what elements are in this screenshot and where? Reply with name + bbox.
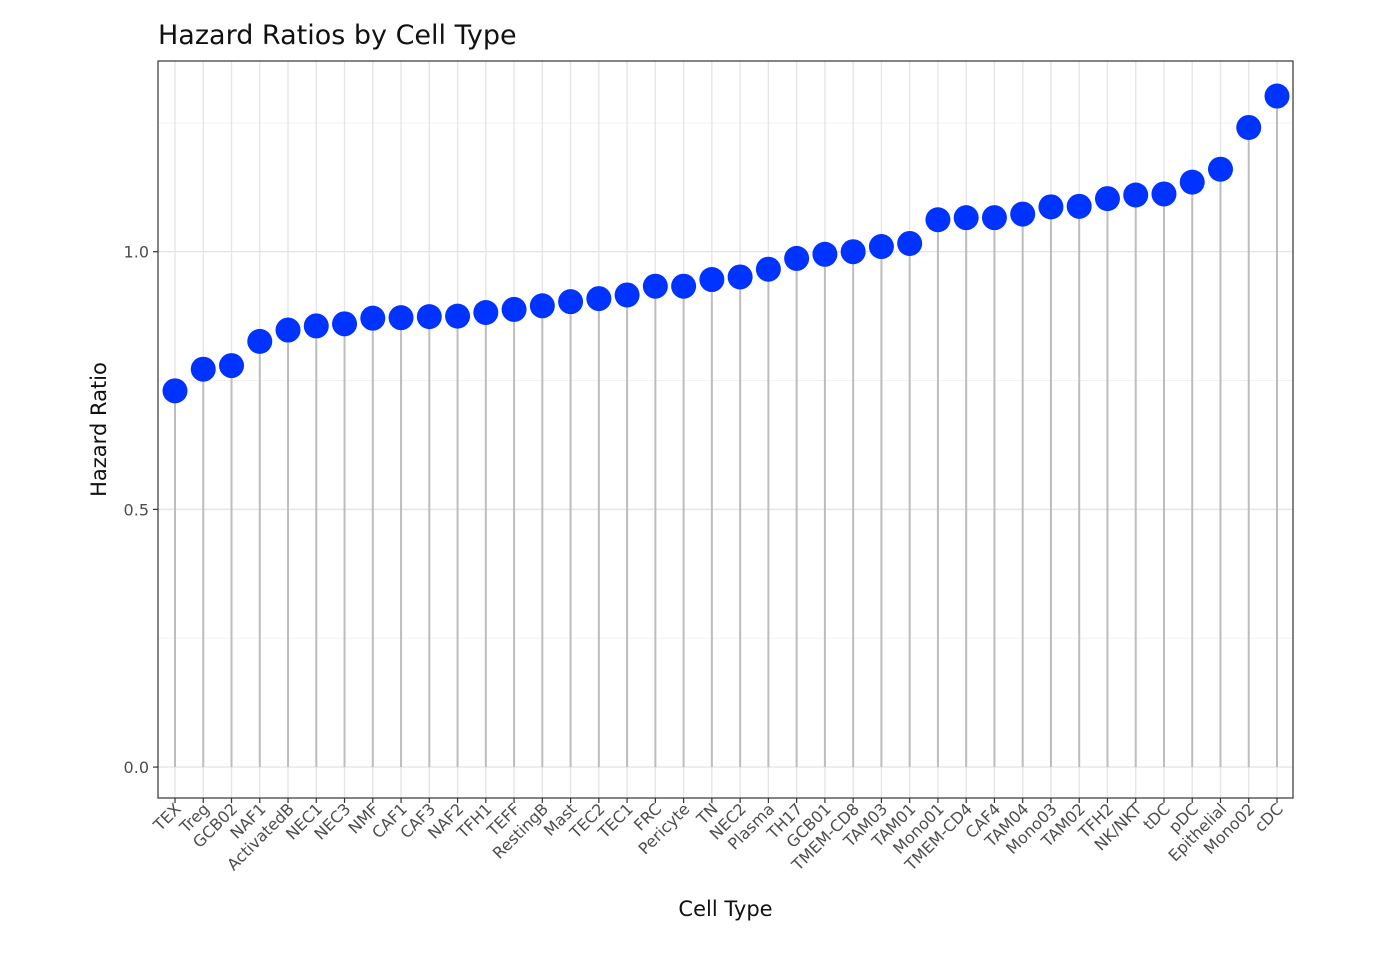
data-point xyxy=(247,328,273,354)
x-tick-label: cDC xyxy=(1251,799,1287,835)
plot-panel xyxy=(158,61,1293,798)
y-tick-label: 0.5 xyxy=(124,500,149,519)
data-point xyxy=(1123,182,1149,208)
data-point xyxy=(897,230,923,256)
data-point xyxy=(558,289,584,315)
data-point xyxy=(925,207,951,233)
data-point xyxy=(275,317,301,343)
data-point xyxy=(445,303,471,329)
data-point xyxy=(614,282,640,308)
stems xyxy=(174,96,1278,768)
data-point xyxy=(812,241,838,267)
data-point xyxy=(784,245,810,271)
data-point xyxy=(303,313,329,339)
data-point xyxy=(1264,83,1290,109)
data-point xyxy=(388,305,414,331)
data-point xyxy=(671,273,697,299)
data-point xyxy=(1094,186,1120,212)
data-point xyxy=(1236,114,1262,140)
data-points xyxy=(162,83,1290,404)
data-point xyxy=(416,304,442,330)
data-point xyxy=(727,264,753,290)
grid-lines xyxy=(158,61,1293,798)
x-tick-label: tDC xyxy=(1139,799,1173,833)
x-axis-title: Cell Type xyxy=(678,897,772,921)
data-point xyxy=(586,286,612,312)
data-point xyxy=(642,273,668,299)
data-point xyxy=(360,305,386,331)
data-point xyxy=(1151,181,1177,207)
data-point xyxy=(1066,193,1092,219)
chart-title: Hazard Ratios by Cell Type xyxy=(158,20,517,51)
y-tick-label: 1.0 xyxy=(124,243,149,262)
data-point xyxy=(1010,201,1036,227)
y-axis-ticks: 0.0 0.5 1.0 xyxy=(124,243,158,777)
y-axis-title: Hazard Ratio xyxy=(87,362,111,497)
data-point xyxy=(190,356,216,382)
data-point xyxy=(1179,169,1205,195)
data-point xyxy=(1038,194,1064,220)
data-point xyxy=(219,353,245,379)
data-point xyxy=(868,234,894,260)
data-point xyxy=(501,296,527,322)
data-point xyxy=(953,205,979,231)
data-point xyxy=(332,311,358,337)
data-point xyxy=(1207,156,1233,182)
data-point xyxy=(529,293,555,319)
data-point xyxy=(699,267,725,293)
data-point xyxy=(755,256,781,282)
data-point xyxy=(162,378,188,404)
x-tick-label: TEX xyxy=(149,799,185,835)
data-point xyxy=(981,205,1007,231)
data-point xyxy=(473,300,499,326)
y-tick-label: 0.0 xyxy=(124,758,149,777)
plot-panel-border xyxy=(157,60,1294,799)
data-point xyxy=(840,239,866,265)
x-axis-ticks: TEXTregGCB02NAF1ActivatedBNEC1NEC3NMFCAF… xyxy=(149,798,1287,875)
